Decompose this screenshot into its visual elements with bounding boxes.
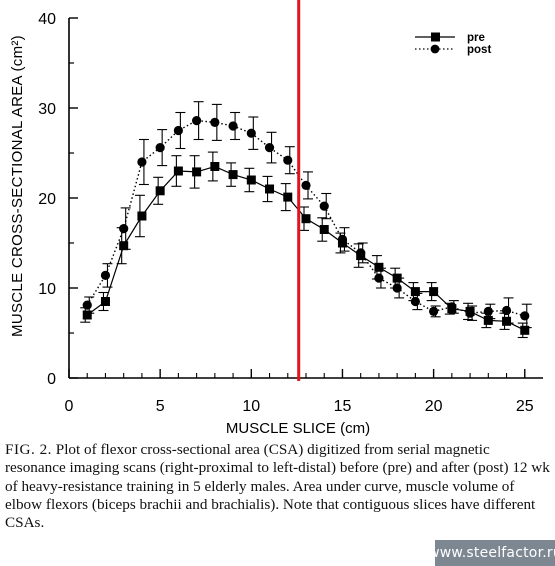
point-post: [356, 248, 366, 258]
legend-label-post: post: [467, 44, 491, 56]
data-series: [80, 101, 532, 339]
x-tick-label: 20: [425, 398, 443, 415]
point-post: [246, 128, 256, 138]
point-pre: [301, 214, 311, 224]
legend-marker-pre: [431, 32, 440, 42]
legend-marker-post: [430, 44, 440, 54]
point-pre: [228, 170, 238, 180]
point-post: [319, 201, 329, 211]
point-pre: [283, 192, 293, 202]
point-pre: [410, 287, 420, 297]
point-post: [501, 305, 512, 316]
x-axis-label: MUSCLE SLICE (cm): [226, 420, 370, 437]
series-line-pre: [86, 165, 526, 331]
series-post: [82, 101, 532, 329]
point-pre: [119, 241, 129, 251]
point-pre: [155, 186, 165, 196]
watermark: www.steelfactor.ru: [428, 540, 555, 566]
point-post: [374, 273, 384, 283]
legend-label-pre: pre: [467, 32, 485, 44]
point-post: [228, 121, 238, 131]
point-post: [210, 117, 220, 127]
y-tick-label: 20: [38, 191, 56, 208]
point-post: [465, 308, 475, 318]
point-post: [392, 283, 402, 293]
figure-caption: FIG. 2. Plot of flexor cross-sectional a…: [5, 441, 553, 532]
point-post: [283, 155, 293, 165]
x-tick-label: 15: [334, 398, 352, 415]
point-post: [173, 125, 183, 136]
figure-label: FIG. 2.: [5, 441, 52, 458]
point-pre: [319, 225, 329, 234]
x-tick-label: 0: [65, 398, 74, 415]
point-pre: [82, 310, 92, 320]
point-pre: [173, 166, 183, 176]
point-pre: [137, 211, 147, 221]
y-tick-label: 40: [38, 11, 56, 28]
x-tick-label: 5: [156, 398, 165, 415]
point-pre: [100, 297, 110, 306]
point-post: [429, 306, 439, 316]
point-post: [155, 143, 165, 153]
point-post: [82, 300, 92, 310]
point-pre: [192, 167, 202, 177]
axis-ticks: 0 10 20 30 40 0 5 10 15 20 25: [38, 11, 534, 415]
point-post: [119, 224, 129, 234]
point-post: [264, 143, 275, 153]
point-post: [447, 302, 457, 312]
point-pre: [483, 315, 493, 325]
point-pre: [429, 287, 439, 297]
point-post: [301, 180, 311, 190]
point-pre: [520, 325, 530, 335]
point-post: [337, 234, 348, 244]
y-axis-label: MUSCLE CROSS-SECTIONAL AREA (cm²): [9, 35, 26, 337]
point-post: [100, 270, 111, 280]
y-tick-label: 0: [47, 371, 56, 388]
caption-text: Plot of flexor cross-sectional area (CSA…: [5, 441, 550, 532]
point-post: [520, 311, 530, 321]
x-tick-label: 25: [516, 398, 534, 415]
point-pre: [246, 175, 256, 185]
y-tick-label: 10: [38, 281, 56, 298]
point-pre: [265, 184, 275, 194]
point-post: [410, 296, 420, 307]
point-pre: [210, 162, 220, 171]
x-tick-label: 10: [242, 398, 260, 415]
point-pre: [502, 316, 512, 326]
y-tick-label: 30: [38, 101, 56, 118]
point-post: [192, 116, 202, 126]
point-pre: [374, 262, 384, 272]
point-post: [483, 306, 493, 316]
point-post: [137, 157, 147, 167]
